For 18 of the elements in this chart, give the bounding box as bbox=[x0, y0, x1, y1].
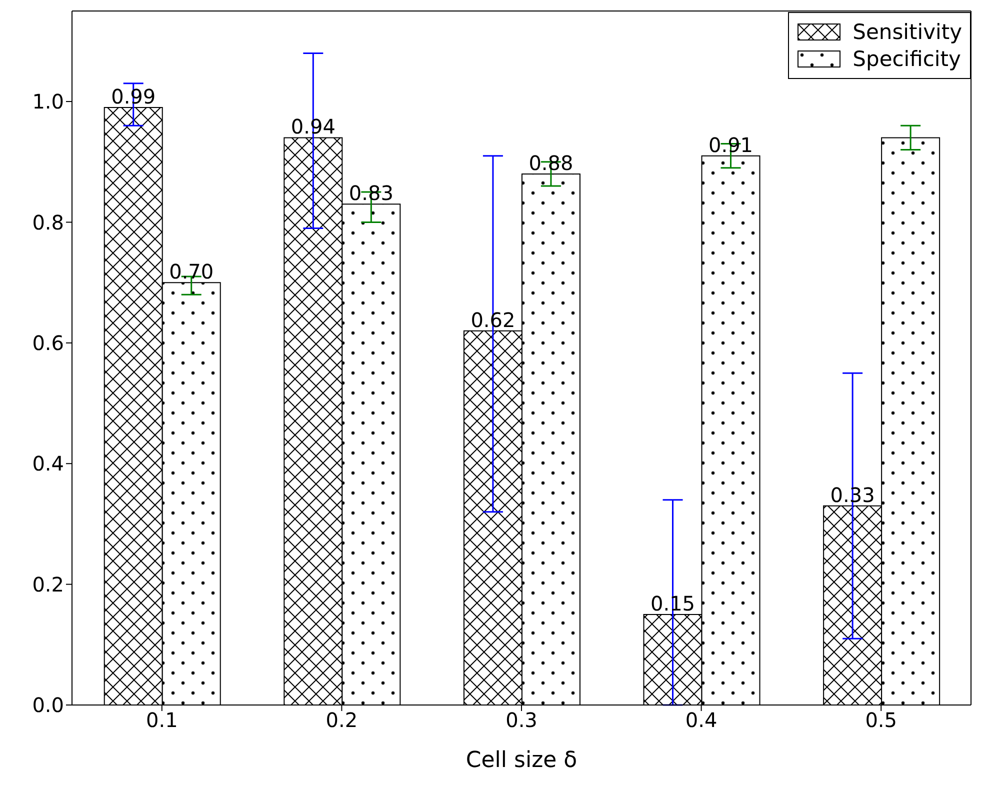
y-tick-label: 0.8 bbox=[32, 210, 64, 234]
x-tick-label: 0.2 bbox=[326, 708, 358, 732]
data-label: 0.70 bbox=[169, 260, 214, 284]
y-tick-label: 0.4 bbox=[32, 452, 64, 476]
legend-label: Sensitivity bbox=[852, 20, 962, 44]
data-label: 0.83 bbox=[348, 181, 394, 206]
legend-label: Specificity bbox=[852, 47, 961, 71]
y-tick-label: 1.0 bbox=[32, 90, 64, 114]
x-tick-label: 0.3 bbox=[506, 708, 538, 732]
x-tick-label: 0.4 bbox=[685, 708, 718, 732]
data-label: 0.91 bbox=[708, 132, 754, 157]
y-tick-label: 0.6 bbox=[32, 331, 64, 356]
x-tick-label: 0.5 bbox=[865, 708, 898, 732]
y-tick-label: 0.0 bbox=[32, 693, 64, 718]
x-axis-title: Cell size δ bbox=[466, 748, 578, 773]
y-tick-label: 0.2 bbox=[32, 572, 64, 596]
data-label: 0.88 bbox=[528, 150, 574, 175]
x-tick-label: 0.1 bbox=[146, 708, 178, 732]
